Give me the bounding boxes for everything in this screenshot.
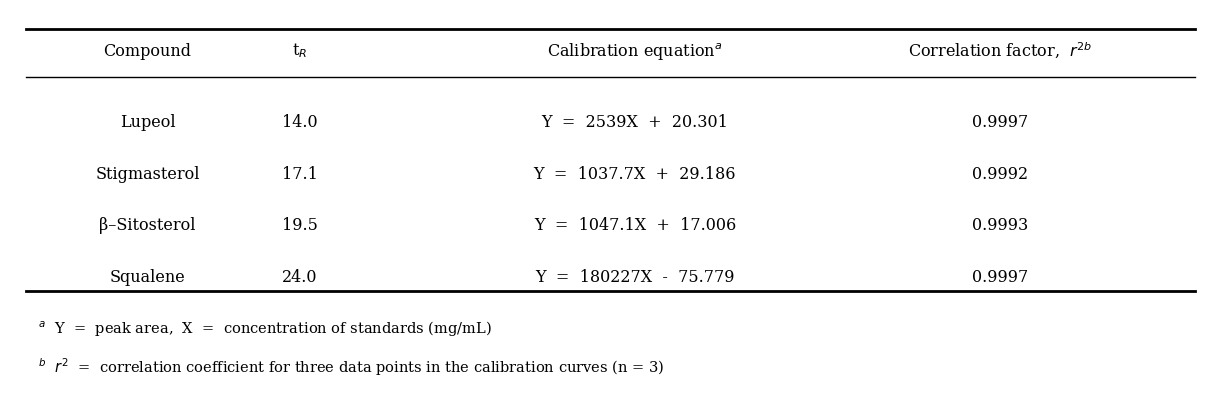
Text: 0.9992: 0.9992 bbox=[972, 166, 1028, 183]
Text: Y  =  1037.7X  +  29.186: Y = 1037.7X + 29.186 bbox=[534, 166, 736, 183]
Text: 19.5: 19.5 bbox=[282, 217, 317, 234]
Text: $^b$  $r^2$  =  correlation coefficient for three data points in the calibration: $^b$ $r^2$ = correlation coefficient for… bbox=[38, 356, 664, 378]
Text: Y  =  2539X  +  20.301: Y = 2539X + 20.301 bbox=[541, 114, 728, 131]
Text: 17.1: 17.1 bbox=[282, 166, 317, 183]
Text: Y  =  1047.1X  +  17.006: Y = 1047.1X + 17.006 bbox=[534, 217, 736, 234]
Text: Correlation factor,  $r^{2b}$: Correlation factor, $r^{2b}$ bbox=[908, 41, 1093, 61]
Text: 0.9993: 0.9993 bbox=[972, 217, 1028, 234]
Text: $^a$  Y  =  peak area,  X  =  concentration of standards (mg/mL): $^a$ Y = peak area, X = concentration of… bbox=[38, 319, 492, 339]
Text: Calibration equation$^a$: Calibration equation$^a$ bbox=[547, 40, 723, 62]
Text: β–Sitosterol: β–Sitosterol bbox=[99, 217, 195, 234]
Text: Compound: Compound bbox=[104, 42, 192, 60]
Text: Stigmasterol: Stigmasterol bbox=[95, 166, 200, 183]
Text: Lupeol: Lupeol bbox=[120, 114, 176, 131]
Text: 24.0: 24.0 bbox=[282, 269, 317, 286]
Text: t$_R$: t$_R$ bbox=[292, 42, 308, 60]
Text: Y  =  180227X  -  75.779: Y = 180227X - 75.779 bbox=[535, 269, 735, 286]
Text: 0.9997: 0.9997 bbox=[972, 114, 1028, 131]
Text: 0.9997: 0.9997 bbox=[972, 269, 1028, 286]
Text: 14.0: 14.0 bbox=[282, 114, 317, 131]
Text: Squalene: Squalene bbox=[110, 269, 186, 286]
